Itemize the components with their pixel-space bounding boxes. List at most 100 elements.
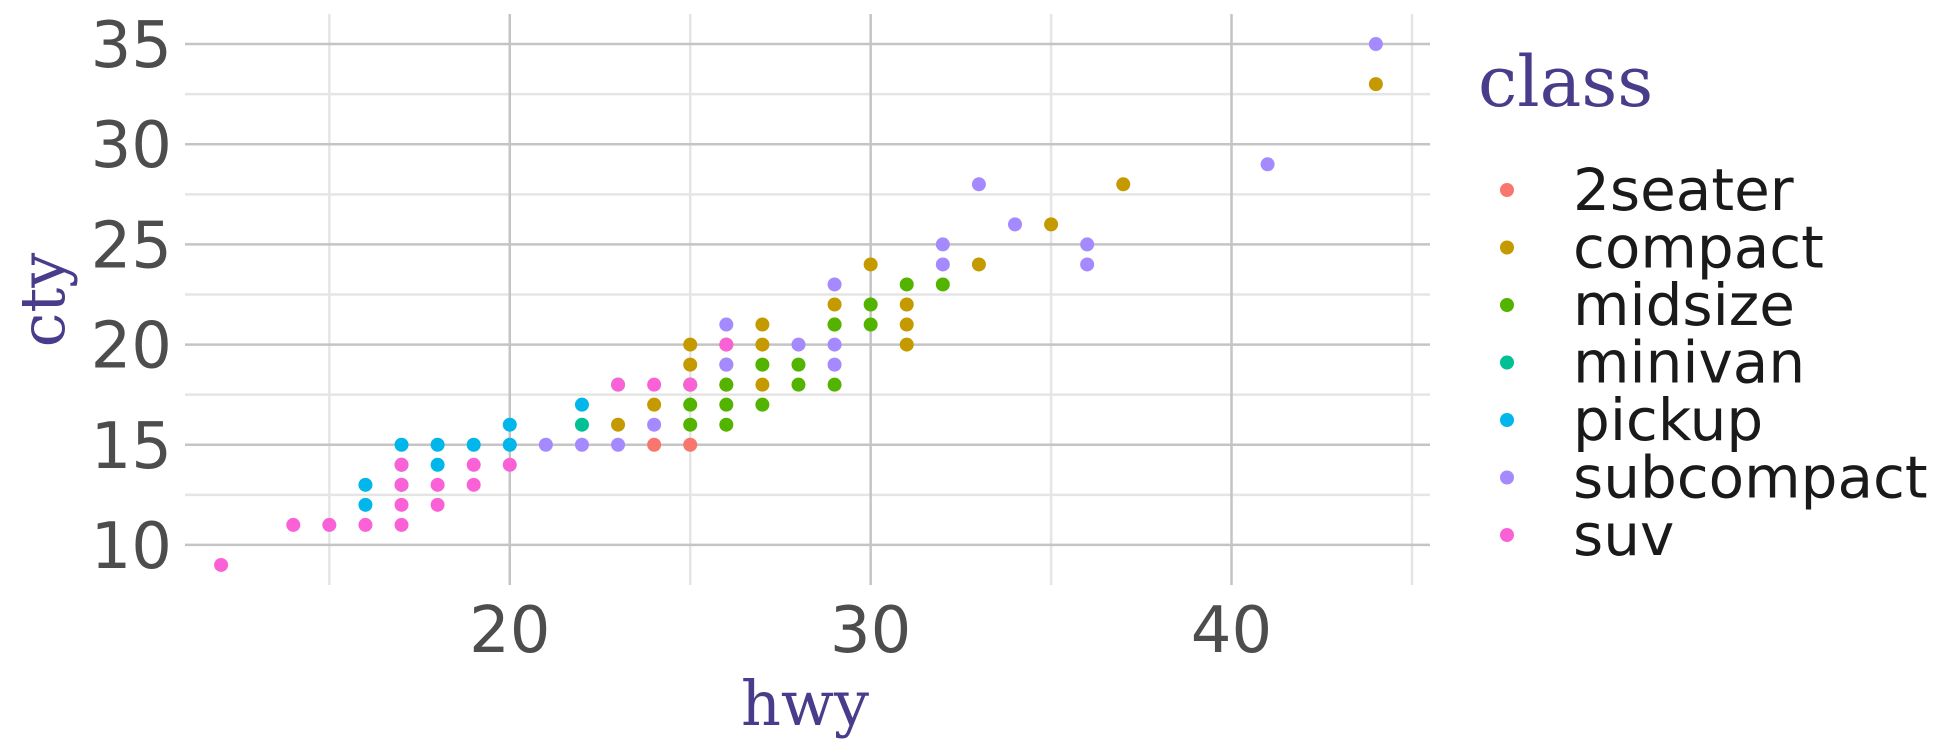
data-point-suv [466,457,481,472]
x-axis-title: hwy [741,667,869,740]
legend-label-2seater: 2seater [1573,156,1794,224]
data-point-suv [394,457,409,472]
data-point-pickup [574,397,589,412]
data-point-subcompact [1080,237,1095,252]
data-point-midsize [791,377,806,392]
y-tick-label: 10 [91,510,172,584]
data-point-midsize [935,277,950,292]
data-point-minivan [574,417,589,432]
data-point-suv [611,377,626,392]
y-axis-title: cty [6,253,79,348]
data-point-suv [322,517,337,532]
data-point-suv [430,477,445,492]
data-point-midsize [827,377,842,392]
y-axis-tick-labels: 10 15 20 25 30 35 [91,9,172,584]
data-point-compact [827,297,842,312]
data-point-suv [286,517,301,532]
data-point-midsize [719,397,734,412]
data-point-compact [683,337,698,352]
data-point-subcompact [827,277,842,292]
data-point-suv [502,457,517,472]
legend-label-midsize: midsize [1573,271,1795,339]
data-point-suv [430,497,445,512]
data-point-pickup [430,457,445,472]
data-point-subcompact [1080,257,1095,272]
data-point-compact [755,377,770,392]
data-point-subcompact [1008,217,1022,232]
data-point-midsize [899,277,914,292]
data-point-compact [971,257,986,272]
data-point-compact [1368,77,1383,92]
x-tick-label: 30 [830,594,911,668]
data-point-compact [899,297,914,312]
data-point-subcompact [1260,157,1275,172]
data-point-pickup [466,437,481,452]
x-tick-label: 20 [469,594,550,668]
data-point-pickup [358,497,373,512]
data-point-subcompact [719,357,734,372]
data-point-midsize [683,397,698,412]
grid-major-lines [185,14,1430,585]
data-point-subcompact [1368,37,1383,52]
y-tick-label: 35 [91,9,172,83]
y-tick-label: 30 [91,109,172,183]
data-point-pickup [358,477,373,492]
data-point-midsize [863,297,878,312]
data-point-compact [755,337,770,352]
data-point-2seater [683,437,698,452]
legend-key-midsize [1500,298,1514,312]
legend-key-2seater [1500,183,1514,197]
legend-label-subcompact: subcompact [1573,444,1928,512]
data-point-subcompact [935,257,950,272]
data-point-suv [466,477,481,492]
data-point-compact [863,257,878,272]
data-point-subcompact [647,417,662,432]
legend-key-subcompact [1500,470,1514,485]
legend-title: class [1478,41,1653,123]
y-tick-label: 20 [91,310,172,384]
data-point-subcompact [971,177,986,192]
data-point-pickup [502,417,517,432]
legend-label-compact: compact [1573,214,1824,282]
legend-key-compact [1500,240,1514,255]
data-point-compact [683,357,698,372]
data-point-suv [394,517,409,532]
data-point-suv [394,477,409,492]
data-point-pickup [394,437,409,452]
data-point-subcompact [574,437,589,452]
data-point-subcompact [827,337,842,352]
data-point-midsize [755,397,770,412]
legend-label-pickup: pickup [1573,386,1763,454]
x-axis-tick-labels: 20 30 40 [469,594,1272,668]
data-point-midsize [791,357,806,372]
data-point-compact [755,317,770,332]
data-point-suv [214,557,229,572]
legend-key-pickup [1500,413,1514,427]
grid-minor-lines [185,14,1430,585]
data-point-subcompact [791,337,806,352]
data-point-compact [647,397,662,412]
legend-label-minivan: minivan [1573,329,1805,397]
data-point-compact [1044,217,1059,232]
data-point-subcompact [611,437,626,452]
data-point-pickup [502,437,517,452]
legend: class 2seatercompactmidsizeminivanpickup… [1478,41,1928,569]
data-point-suv [358,517,373,532]
data-point-midsize [863,317,878,332]
legend-key-minivan [1500,355,1514,370]
legend-items: 2seatercompactmidsizeminivanpickupsubcom… [1500,156,1928,569]
data-point-suv [647,377,662,392]
data-points [214,37,1383,572]
data-point-compact [1116,177,1131,192]
data-point-compact [611,417,626,432]
data-point-midsize [755,357,770,372]
data-point-midsize [719,417,734,432]
data-point-suv [683,377,698,392]
x-tick-label: 40 [1191,594,1272,668]
data-point-midsize [827,317,842,332]
legend-label-suv: suv [1573,501,1674,569]
data-point-suv [719,337,734,352]
data-point-compact [899,337,914,352]
data-point-subcompact [719,317,734,332]
